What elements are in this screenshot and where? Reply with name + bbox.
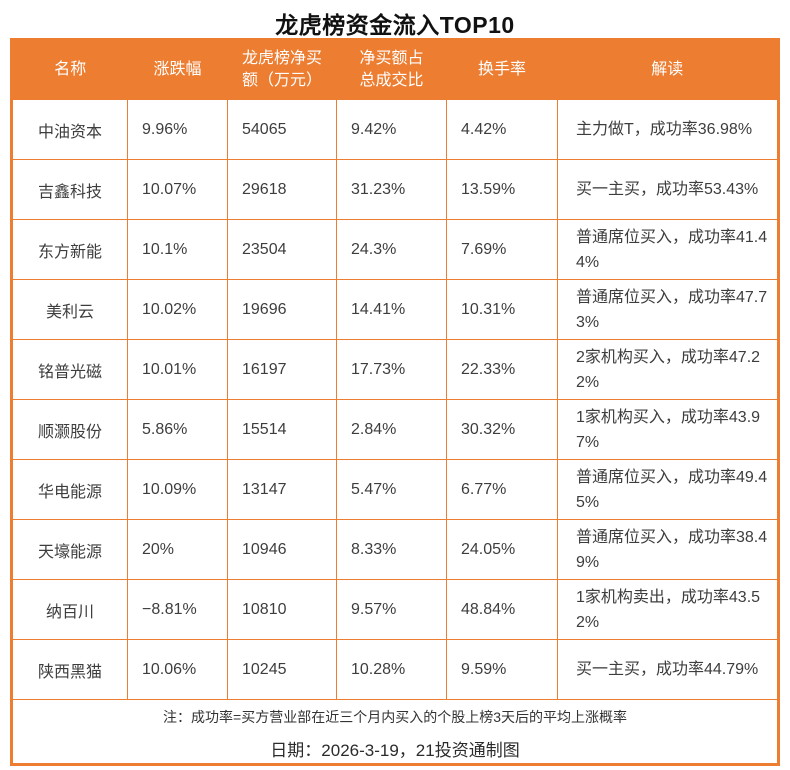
table-row: 吉鑫科技 10.07% 29618 31.23% 13.59% 买一主买，成功率… bbox=[11, 159, 779, 220]
cell-turnover: 48.84% bbox=[446, 579, 558, 640]
cell-stock-name: 纳百川 bbox=[11, 579, 128, 640]
cell-net-buy-ratio: 9.57% bbox=[336, 579, 447, 640]
cell-note: 普通席位买入，成功率47.73% bbox=[557, 279, 779, 340]
cell-stock-name: 顺灏股份 bbox=[11, 399, 128, 460]
cell-net-buy: 10245 bbox=[227, 639, 337, 700]
cell-change: 10.01% bbox=[127, 339, 228, 400]
cell-change: 10.1% bbox=[127, 219, 228, 280]
cell-change: 10.02% bbox=[127, 279, 228, 340]
cell-net-buy-ratio: 24.3% bbox=[336, 219, 447, 280]
cell-change: 20% bbox=[127, 519, 228, 580]
table-row: 东方新能 10.1% 23504 24.3% 7.69% 普通席位买入，成功率4… bbox=[11, 219, 779, 280]
cell-stock-name: 东方新能 bbox=[11, 219, 128, 280]
table-row: 纳百川 −8.81% 10810 9.57% 48.84% 1家机构卖出，成功率… bbox=[11, 579, 779, 640]
cell-net-buy: 54065 bbox=[227, 99, 337, 160]
cell-change: 10.07% bbox=[127, 159, 228, 220]
cell-note: 普通席位买入，成功率49.45% bbox=[557, 459, 779, 520]
cell-turnover: 30.32% bbox=[446, 399, 558, 460]
cell-turnover: 10.31% bbox=[446, 279, 558, 340]
cell-net-buy: 15514 bbox=[227, 399, 337, 460]
cell-turnover: 9.59% bbox=[446, 639, 558, 700]
lhb-table: 名称 涨跌幅 龙虎榜净买 额（万元） 净买额占 总成交比 换手率 解读 中油资本… bbox=[10, 38, 780, 766]
cell-note: 普通席位买入，成功率38.49% bbox=[557, 519, 779, 580]
cell-net-buy-ratio: 14.41% bbox=[336, 279, 447, 340]
cell-stock-name: 吉鑫科技 bbox=[11, 159, 128, 220]
table-row: 华电能源 10.09% 13147 5.47% 6.77% 普通席位买入，成功率… bbox=[11, 459, 779, 520]
cell-note: 1家机构卖出，成功率43.52% bbox=[557, 579, 779, 640]
cell-stock-name: 中油资本 bbox=[11, 99, 128, 160]
cell-change: −8.81% bbox=[127, 579, 228, 640]
table-row: 顺灏股份 5.86% 15514 2.84% 30.32% 1家机构买入，成功率… bbox=[11, 399, 779, 460]
header-cell-net-buy-ratio: 净买额占 总成交比 bbox=[336, 39, 447, 100]
footer-date: 日期：2026-3-19，21投资通制图 bbox=[11, 733, 779, 765]
footer-note: 注：成功率=买方营业部在近三个月内买入的个股上榜3天后的平均上涨概率 bbox=[11, 699, 779, 734]
table-row: 陕西黑猫 10.06% 10245 10.28% 9.59% 买一主买，成功率4… bbox=[11, 639, 779, 700]
cell-turnover: 22.33% bbox=[446, 339, 558, 400]
cell-net-buy: 23504 bbox=[227, 219, 337, 280]
cell-net-buy-ratio: 8.33% bbox=[336, 519, 447, 580]
cell-turnover: 13.59% bbox=[446, 159, 558, 220]
cell-net-buy-ratio: 10.28% bbox=[336, 639, 447, 700]
cell-net-buy-ratio: 31.23% bbox=[336, 159, 447, 220]
cell-turnover: 4.42% bbox=[446, 99, 558, 160]
cell-net-buy: 10810 bbox=[227, 579, 337, 640]
header-cell-name: 名称 bbox=[11, 39, 128, 100]
cell-stock-name: 铭普光磁 bbox=[11, 339, 128, 400]
cell-net-buy-ratio: 5.47% bbox=[336, 459, 447, 520]
cell-net-buy: 19696 bbox=[227, 279, 337, 340]
cell-note: 买一主买，成功率53.43% bbox=[557, 159, 779, 220]
cell-stock-name: 天壕能源 bbox=[11, 519, 128, 580]
table-container: 名称 涨跌幅 龙虎榜净买 额（万元） 净买额占 总成交比 换手率 解读 中油资本… bbox=[10, 38, 780, 766]
cell-note: 主力做T，成功率36.98% bbox=[557, 99, 779, 160]
header-cell-turnover: 换手率 bbox=[446, 39, 558, 100]
cell-note: 2家机构买入，成功率47.22% bbox=[557, 339, 779, 400]
cell-net-buy: 13147 bbox=[227, 459, 337, 520]
cell-stock-name: 陕西黑猫 bbox=[11, 639, 128, 700]
page-title: 龙虎榜资金流入TOP10 bbox=[275, 12, 515, 38]
cell-net-buy: 10946 bbox=[227, 519, 337, 580]
table-row: 铭普光磁 10.01% 16197 17.73% 22.33% 2家机构买入，成… bbox=[11, 339, 779, 400]
table-body: 中油资本 9.96% 54065 9.42% 4.42% 主力做T，成功率36.… bbox=[11, 99, 779, 700]
header-cell-net-buy: 龙虎榜净买 额（万元） bbox=[227, 39, 337, 100]
cell-turnover: 6.77% bbox=[446, 459, 558, 520]
cell-stock-name: 华电能源 bbox=[11, 459, 128, 520]
table-row: 天壕能源 20% 10946 8.33% 24.05% 普通席位买入，成功率38… bbox=[11, 519, 779, 580]
cell-change: 5.86% bbox=[127, 399, 228, 460]
table-footer: 注：成功率=买方营业部在近三个月内买入的个股上榜3天后的平均上涨概率 日期：20… bbox=[11, 699, 779, 765]
cell-net-buy-ratio: 9.42% bbox=[336, 99, 447, 160]
cell-net-buy-ratio: 2.84% bbox=[336, 399, 447, 460]
cell-change: 10.09% bbox=[127, 459, 228, 520]
cell-net-buy: 16197 bbox=[227, 339, 337, 400]
cell-note: 普通席位买入，成功率41.44% bbox=[557, 219, 779, 280]
header-cell-change: 涨跌幅 bbox=[127, 39, 228, 100]
table-header-row: 名称 涨跌幅 龙虎榜净买 额（万元） 净买额占 总成交比 换手率 解读 bbox=[11, 39, 779, 100]
cell-net-buy-ratio: 17.73% bbox=[336, 339, 447, 400]
cell-change: 10.06% bbox=[127, 639, 228, 700]
cell-net-buy: 29618 bbox=[227, 159, 337, 220]
table-row: 中油资本 9.96% 54065 9.42% 4.42% 主力做T，成功率36.… bbox=[11, 99, 779, 160]
header-cell-note: 解读 bbox=[557, 39, 779, 100]
cell-note: 买一主买，成功率44.79% bbox=[557, 639, 779, 700]
cell-note: 1家机构买入，成功率43.97% bbox=[557, 399, 779, 460]
cell-change: 9.96% bbox=[127, 99, 228, 160]
cell-stock-name: 美利云 bbox=[11, 279, 128, 340]
cell-turnover: 24.05% bbox=[446, 519, 558, 580]
cell-turnover: 7.69% bbox=[446, 219, 558, 280]
table-row: 美利云 10.02% 19696 14.41% 10.31% 普通席位买入，成功… bbox=[11, 279, 779, 340]
